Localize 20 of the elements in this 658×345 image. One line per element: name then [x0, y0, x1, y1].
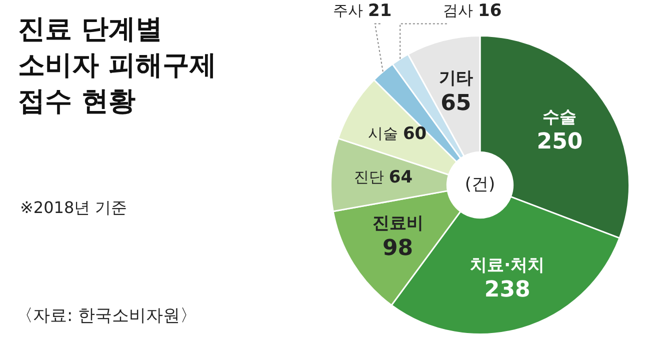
slice-label: 주사 — [333, 2, 368, 20]
slice-label: 진단 — [354, 168, 389, 186]
slice-label: 검사 — [443, 2, 478, 20]
data-label: 238 — [484, 278, 530, 303]
data-label: 21 — [368, 1, 392, 22]
slice-label: 기타 — [438, 68, 473, 89]
text: (건) — [464, 174, 496, 194]
data-label: 60 — [402, 124, 427, 144]
slice-label: 시술 — [368, 124, 403, 142]
slice-label: 진료비 — [372, 214, 424, 234]
text: 〈자료: 한국소비자원〉 — [16, 305, 198, 327]
slice-label: 치료·처치 — [470, 255, 545, 276]
data-label: 64 — [388, 168, 413, 188]
data-label: 16 — [478, 1, 502, 22]
slice-label: 수술 — [542, 107, 577, 128]
data-label: 98 — [382, 236, 414, 261]
text: 진료 단계별 소비자 피해구제 접수 현황 — [18, 13, 216, 119]
text: ※2018년 기준 — [20, 198, 128, 219]
data-label: 65 — [440, 90, 472, 116]
data-label: 250 — [536, 130, 583, 155]
